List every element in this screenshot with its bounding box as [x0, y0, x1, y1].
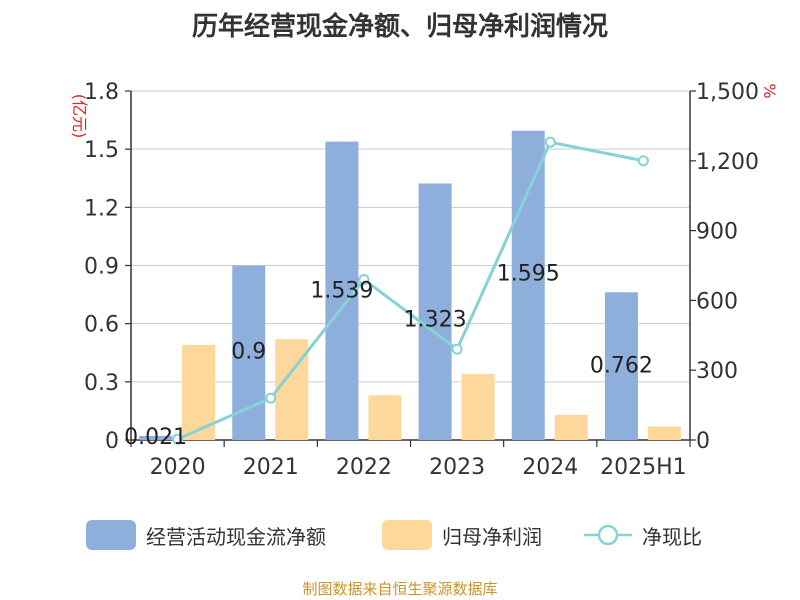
bar-value-label: 1.323: [404, 307, 467, 332]
right-axis-tick-label: 1,200: [696, 150, 759, 175]
ratio-point: [358, 273, 370, 285]
x-axis-tick-label: 2021: [243, 455, 299, 480]
bar-cashflow: [418, 183, 452, 441]
ratio-point: [265, 392, 277, 404]
x-axis-tick-label: 2022: [336, 455, 392, 480]
grid-lines: [131, 90, 690, 383]
bar-value-label: 0.021: [124, 425, 187, 450]
left-axis-tick-label: 1.2: [84, 196, 119, 221]
legend-label-cashflow: 经营活动现金流净额: [146, 524, 326, 549]
right-axis-tick-label: 600: [696, 289, 738, 314]
left-axis-tick-label: 0.9: [84, 255, 119, 280]
right-axis-tick-label: 0: [696, 429, 710, 454]
legend-item-cashflow[interactable]: 经营活动现金流净额: [86, 518, 326, 552]
left-axis-tick-label: 0.3: [84, 371, 119, 396]
ratio-point: [544, 136, 556, 148]
right-axis-tick-label: 300: [696, 359, 738, 384]
legend-label-net-profit: 归母净利润: [442, 524, 542, 549]
legend-swatch-cashflow: [86, 520, 136, 550]
ratio-line-path: [176, 140, 644, 441]
legend-item-net-profit[interactable]: 归母净利润: [382, 518, 542, 552]
left-axis-tick-label: 0.6: [84, 313, 119, 338]
data-labels: 0.021 0.9 1.539 1.323 1.595 0.762: [124, 262, 653, 450]
x-axis-tick-label: 2023: [429, 455, 485, 480]
ratio-point: [172, 433, 184, 445]
bars: [139, 130, 681, 441]
x-axis-tick-label: 2020: [150, 455, 206, 480]
axes: 0 0.3 0.6 0.9 1.2 1.5 1.8 0 300 600 900 1,200 1,500 (…: [70, 80, 779, 480]
chart-title: 历年经营现金净额、归母净利润情况: [191, 12, 608, 42]
legend-label-ratio: 净现比: [642, 524, 702, 549]
ratio-point: [451, 343, 463, 355]
bar-cashflow: [232, 265, 266, 440]
legend-item-ratio[interactable]: 净现比: [582, 518, 702, 552]
bar-cashflow: [325, 141, 359, 441]
bar-net-profit: [554, 414, 588, 440]
bar-cashflow: [604, 292, 638, 440]
bar-net-profit: [368, 395, 402, 440]
bar-value-label: 0.9: [231, 340, 266, 365]
left-axis-tick-label: 1.5: [84, 138, 119, 163]
bar-net-profit: [461, 374, 495, 440]
bar-cashflow: [139, 435, 173, 440]
left-axis-tick-label: 1.8: [84, 80, 119, 105]
x-axis-tick-label: 2025H1: [600, 455, 687, 480]
left-axis-unit: (亿元): [70, 94, 89, 139]
bar-cashflow: [511, 130, 545, 440]
right-axis-tick-label: 1,500: [696, 80, 759, 105]
ratio-point: [637, 155, 649, 167]
source-note: 制图数据来自恒生聚源数据库: [302, 580, 498, 598]
bar-net-profit: [647, 426, 681, 440]
legend-swatch-net-profit: [382, 520, 432, 550]
bar-value-label: 1.595: [497, 262, 560, 287]
right-axis-unit: %: [760, 83, 779, 98]
right-axis-tick-label: 900: [696, 220, 738, 245]
left-axis-tick-label: 0: [105, 429, 119, 454]
bar-value-label: 1.539: [310, 279, 373, 304]
legend-line-marker-icon: [584, 524, 632, 546]
x-axis-tick-label: 2024: [522, 455, 578, 480]
bar-value-label: 0.762: [590, 353, 653, 378]
ratio-line: [172, 136, 649, 445]
